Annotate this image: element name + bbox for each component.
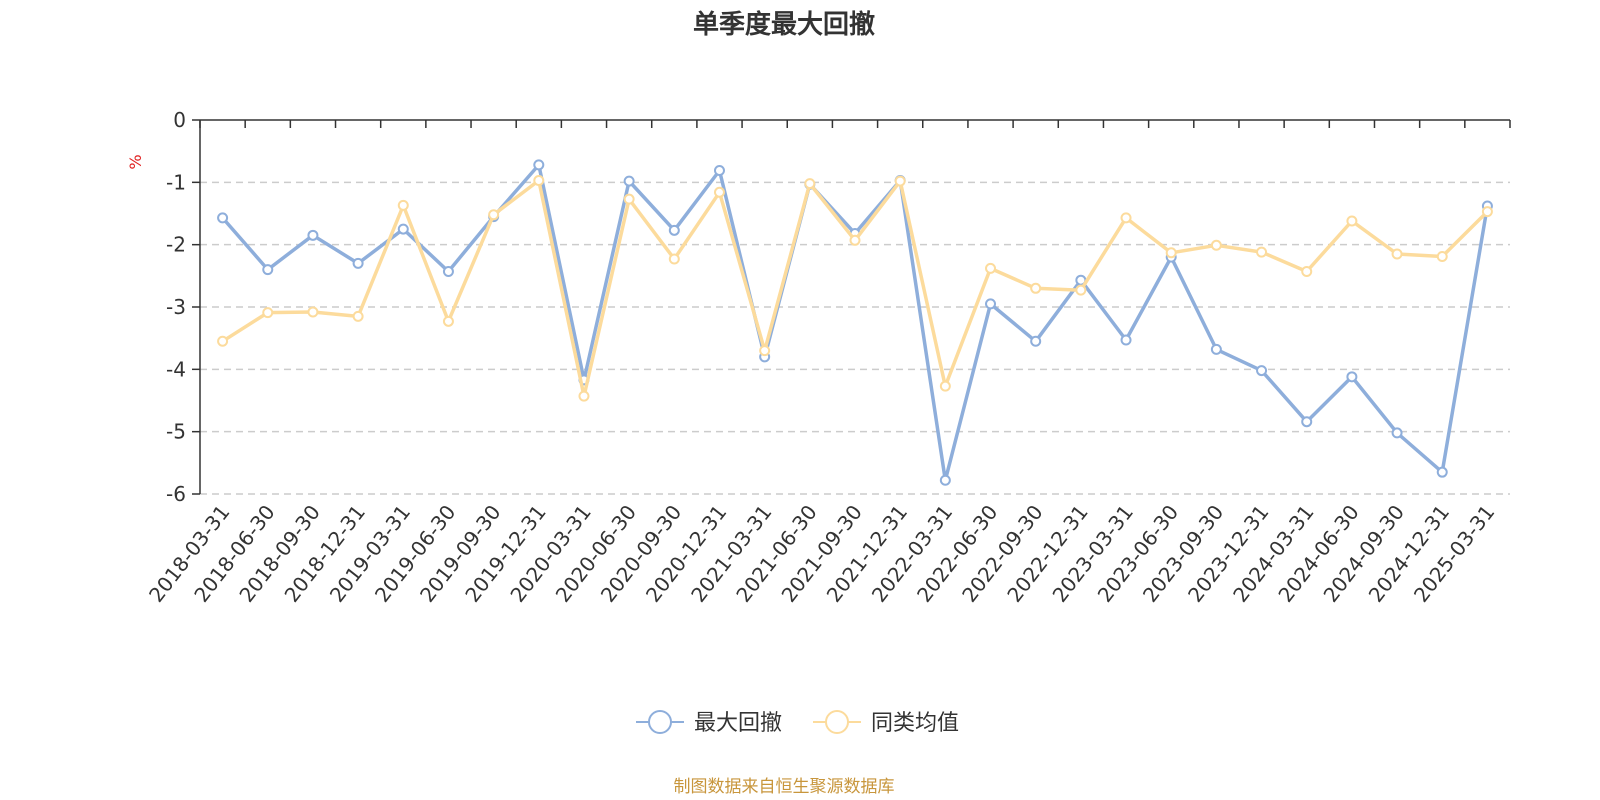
legend-label: 同类均值	[871, 711, 959, 736]
data-point[interactable]	[397, 223, 409, 235]
data-point[interactable]	[985, 262, 997, 274]
x-axis-ticks: 2018-03-312018-06-302018-09-302018-12-31…	[144, 120, 1511, 607]
y-tick-label: 0	[173, 108, 186, 132]
y-tick-label: -5	[166, 420, 186, 444]
y-axis-unit-label: %	[126, 154, 145, 169]
data-point[interactable]	[668, 253, 680, 265]
data-point[interactable]	[668, 224, 680, 236]
legend[interactable]: 最大回撤 同类均值	[636, 710, 959, 736]
data-point[interactable]	[1346, 371, 1358, 383]
series-line	[221, 163, 1490, 483]
legend-marker	[648, 710, 672, 734]
data-point[interactable]	[1120, 334, 1132, 346]
data-point[interactable]	[1210, 239, 1222, 251]
y-tick-label: -3	[166, 295, 186, 319]
data-point[interactable]	[849, 234, 861, 246]
legend-label: 最大回撤	[694, 711, 782, 736]
data-point[interactable]	[804, 178, 816, 190]
data-point[interactable]	[1120, 212, 1132, 224]
data-point[interactable]	[442, 265, 454, 277]
data-point[interactable]	[533, 159, 545, 171]
data-point[interactable]	[307, 229, 319, 241]
data-point[interactable]	[352, 257, 364, 269]
data-point[interactable]	[217, 335, 229, 347]
data-point[interactable]	[1030, 335, 1042, 347]
data-point[interactable]	[578, 390, 590, 402]
y-tick-label: -2	[166, 233, 186, 257]
y-axis-ticks: 0 -1 -2 -3 -4 -5 -6	[166, 108, 200, 506]
legend-marker	[825, 710, 849, 734]
legend-item[interactable]: 最大回撤	[636, 710, 782, 736]
data-point[interactable]	[623, 193, 635, 205]
data-point[interactable]	[262, 264, 274, 276]
data-point[interactable]	[894, 175, 906, 187]
data-point[interactable]	[1210, 343, 1222, 355]
data-point[interactable]	[1256, 246, 1268, 258]
data-point[interactable]	[713, 186, 725, 198]
data-point[interactable]	[939, 380, 951, 392]
series-layer	[217, 159, 1493, 486]
data-point[interactable]	[442, 315, 454, 327]
data-point[interactable]	[623, 175, 635, 187]
data-point[interactable]	[1391, 427, 1403, 439]
data-point[interactable]	[985, 298, 997, 310]
data-point[interactable]	[1256, 365, 1268, 377]
data-point[interactable]	[488, 209, 500, 221]
data-point[interactable]	[1436, 466, 1448, 478]
chart-title: 单季度最大回撤	[693, 9, 875, 40]
data-point[interactable]	[1436, 251, 1448, 263]
y-tick-label: -4	[166, 357, 186, 381]
y-tick-label: -1	[166, 170, 186, 194]
data-point[interactable]	[1165, 247, 1177, 259]
data-point[interactable]	[1346, 215, 1358, 227]
data-point[interactable]	[262, 307, 274, 319]
data-point[interactable]	[307, 306, 319, 318]
series-1	[217, 159, 1493, 486]
data-point[interactable]	[352, 310, 364, 322]
data-point[interactable]	[1481, 206, 1493, 218]
series-2	[217, 174, 1493, 402]
data-point[interactable]	[1301, 416, 1313, 428]
data-point[interactable]	[759, 345, 771, 357]
data-point[interactable]	[533, 174, 545, 186]
legend-item[interactable]: 同类均值	[813, 710, 959, 736]
source-note: 制图数据来自恒生聚源数据库	[674, 777, 895, 797]
data-point[interactable]	[397, 199, 409, 211]
data-point[interactable]	[1030, 282, 1042, 294]
data-point[interactable]	[713, 164, 725, 176]
series-line	[221, 178, 1489, 398]
data-point[interactable]	[217, 212, 229, 224]
y-tick-label: -6	[166, 482, 186, 506]
data-point[interactable]	[1391, 248, 1403, 260]
data-point[interactable]	[1075, 284, 1087, 296]
data-point[interactable]	[939, 474, 951, 486]
data-point[interactable]	[1301, 265, 1313, 277]
